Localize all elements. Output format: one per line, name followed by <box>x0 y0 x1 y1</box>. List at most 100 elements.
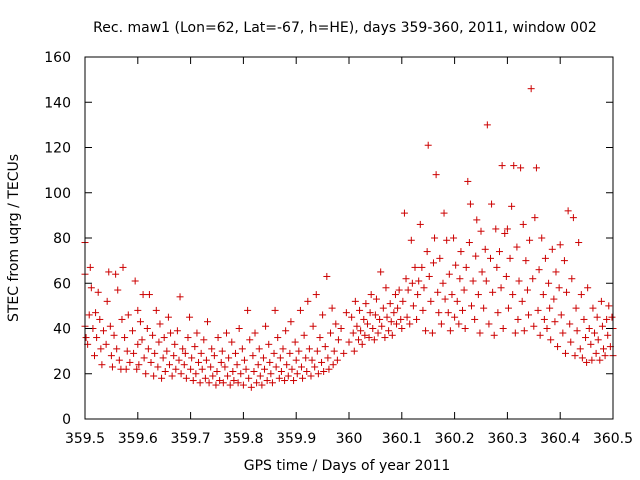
data-point <box>91 352 99 360</box>
data-point <box>399 297 407 305</box>
data-point <box>441 295 449 303</box>
data-point <box>348 313 356 321</box>
data-point <box>608 313 616 321</box>
data-point <box>539 291 547 299</box>
data-point <box>530 322 538 330</box>
data-point <box>226 381 234 389</box>
data-point <box>398 325 406 332</box>
data-point <box>115 356 123 364</box>
data-point <box>316 334 324 342</box>
data-point <box>561 349 569 357</box>
data-point <box>575 239 583 247</box>
chart-title: Rec. maw1 (Lon=62, Lat=-67, h=HE), days … <box>93 20 597 36</box>
data-point <box>320 367 328 375</box>
data-point <box>596 356 604 364</box>
data-point <box>476 329 484 337</box>
data-point <box>551 318 559 326</box>
data-point <box>286 349 294 357</box>
data-point <box>604 331 612 339</box>
data-point <box>302 354 310 362</box>
data-point <box>506 254 514 262</box>
data-point <box>139 291 147 299</box>
data-point <box>268 379 276 387</box>
data-point <box>244 306 252 314</box>
data-point <box>168 372 176 380</box>
data-point <box>529 275 537 283</box>
data-point <box>314 370 322 378</box>
data-point <box>592 349 600 357</box>
y-tick-label: 120 <box>44 141 71 157</box>
data-point <box>391 291 399 299</box>
x-tick-label: 359.5 <box>65 431 105 447</box>
data-point <box>321 343 329 351</box>
data-point <box>508 202 516 210</box>
data-point <box>519 220 527 228</box>
data-point <box>361 331 369 339</box>
data-points <box>81 85 617 391</box>
data-point <box>272 363 280 371</box>
data-point <box>418 263 426 271</box>
data-point <box>415 277 423 285</box>
data-point <box>305 345 313 353</box>
data-point <box>582 334 590 342</box>
data-point <box>258 381 266 389</box>
data-point <box>543 325 551 332</box>
data-point <box>304 297 312 305</box>
data-point <box>517 164 525 172</box>
data-point <box>406 320 414 328</box>
data-point <box>113 345 121 353</box>
data-point <box>385 327 393 335</box>
y-axis-label: STEC from uqrg / TECUs <box>6 154 22 322</box>
data-point <box>192 370 200 378</box>
data-point <box>136 318 144 326</box>
data-point <box>134 306 142 314</box>
data-point <box>502 272 510 280</box>
data-point <box>605 302 613 310</box>
data-point <box>180 361 188 369</box>
data-point <box>262 322 270 330</box>
data-point <box>208 345 216 353</box>
data-point <box>466 200 474 208</box>
data-point <box>526 236 534 244</box>
data-point <box>514 315 522 323</box>
y-tick-label: 160 <box>44 50 71 66</box>
data-point <box>483 121 491 129</box>
data-point <box>428 329 436 337</box>
data-point <box>290 377 298 385</box>
data-point <box>135 361 143 369</box>
data-point <box>390 309 398 317</box>
y-tick-label: 40 <box>53 322 71 338</box>
data-point <box>134 340 142 348</box>
data-point <box>467 302 475 310</box>
axis-ticks: 359.5 359.6 359.7 359.8 359.9 360 360.1 360.2 36… <box>44 50 633 447</box>
data-point <box>362 300 370 308</box>
data-point <box>170 352 178 360</box>
data-point <box>527 85 535 93</box>
data-point <box>342 309 350 317</box>
data-point <box>460 286 468 294</box>
data-point <box>105 268 113 276</box>
data-point <box>376 315 384 323</box>
data-point <box>461 325 469 332</box>
data-point <box>416 220 424 228</box>
data-point <box>133 365 141 373</box>
data-point <box>557 311 565 319</box>
data-point <box>181 349 189 357</box>
data-point <box>333 356 341 364</box>
data-point <box>85 311 93 319</box>
data-point <box>520 327 528 335</box>
data-point <box>165 361 173 369</box>
data-point <box>446 327 454 335</box>
data-point <box>167 329 175 337</box>
data-point <box>223 329 231 337</box>
data-point <box>325 365 333 373</box>
data-point <box>495 248 503 256</box>
data-point <box>555 284 563 292</box>
data-point <box>161 367 169 375</box>
data-point <box>409 302 417 310</box>
data-point <box>576 345 584 353</box>
data-point <box>239 381 247 389</box>
data-point <box>293 370 301 378</box>
data-point <box>307 372 315 380</box>
data-point <box>282 327 290 335</box>
